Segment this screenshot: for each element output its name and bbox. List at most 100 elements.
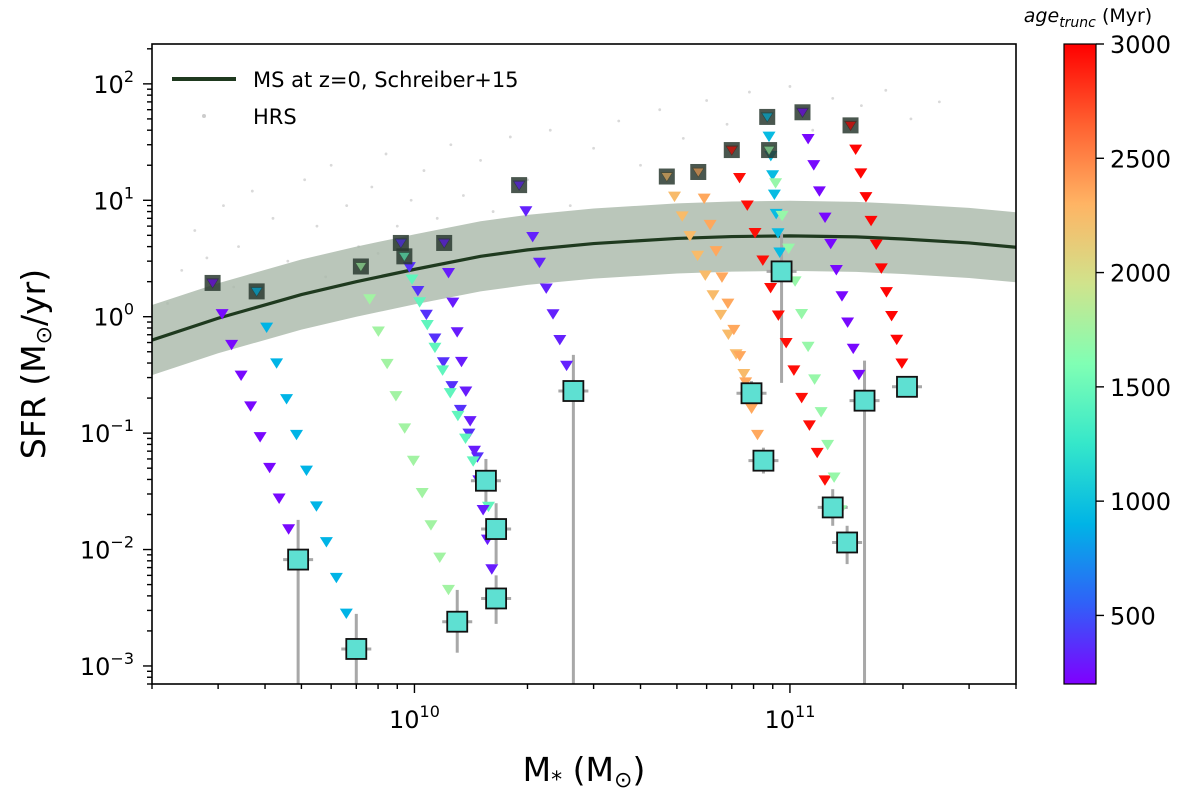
plot-area [152, 85, 1016, 684]
galaxy-marker [485, 587, 508, 610]
start-marker-arrow [399, 252, 410, 261]
track-marker [445, 381, 459, 392]
track-marker [428, 342, 442, 354]
y-tick-label: 100 [93, 300, 134, 332]
track-marker [263, 462, 277, 474]
track-marker [849, 144, 863, 155]
hrs-point [831, 97, 835, 100]
colorbar-tick-label: 2500 [1110, 145, 1171, 173]
track-marker [801, 341, 815, 353]
track-marker [740, 200, 754, 211]
colorbar-tick-label: 1000 [1110, 488, 1171, 516]
track-marker [319, 537, 333, 548]
colorbar-gradient [1063, 43, 1097, 685]
colorbar: 500 1000 1500 2000 2500 3000 agetrunc (Myr) [1024, 5, 1171, 685]
galaxy-markers [204, 104, 918, 660]
colorbar-tick-label: 500 [1110, 602, 1156, 630]
plot-frame [151, 43, 1017, 685]
track-marker [459, 386, 473, 397]
track-marker [751, 429, 765, 441]
track-marker [859, 192, 873, 203]
start-marker-arrow [514, 181, 525, 190]
start-marker-arrow [845, 121, 856, 130]
hrs-point [811, 128, 815, 132]
hrs-point [705, 99, 709, 102]
ms-line [152, 234, 1016, 342]
hrs-point [725, 122, 729, 126]
hrs-point [193, 229, 197, 232]
colorbar-ticks: 500 1000 1500 2000 2500 3000 [1096, 31, 1171, 630]
track-marker [802, 420, 816, 431]
track-marker [309, 501, 323, 512]
galaxy-marker [740, 382, 763, 405]
hrs-point [681, 137, 685, 140]
galaxy-marker [853, 389, 876, 412]
track-marker [864, 215, 878, 227]
legend-hrs-label: HRS [253, 105, 297, 129]
track-marker [709, 246, 723, 257]
hrs-point [860, 104, 863, 108]
track-marker [371, 326, 385, 337]
track-marker [814, 407, 828, 418]
track-marker [721, 329, 735, 341]
track-marker [779, 337, 793, 349]
hrs-point [422, 169, 426, 172]
track-marker [280, 394, 294, 405]
galaxy-marker [821, 496, 844, 519]
hrs-point [395, 224, 399, 228]
track-marker [854, 168, 868, 179]
track-marker [703, 219, 717, 231]
y-axis-label: SFR (M⊙/yr) [14, 269, 57, 459]
hrs-point [222, 204, 225, 208]
track-marker [764, 282, 778, 294]
hrs-point [508, 135, 512, 139]
track-marker [560, 360, 574, 372]
track-marker [485, 564, 499, 575]
track-marker [433, 552, 447, 563]
hrs-point [592, 146, 596, 150]
start-marker-arrow [661, 173, 672, 182]
track-marker [821, 439, 835, 451]
track-marker [818, 212, 832, 224]
track-marker [234, 370, 248, 382]
track-marker [668, 191, 682, 203]
x-tick-label: 1010 [389, 702, 440, 734]
track-marker [683, 231, 697, 242]
start-marker-arrow [726, 146, 737, 155]
track-marker [727, 324, 741, 336]
track-marker [454, 356, 468, 368]
track-marker [733, 173, 747, 184]
track-marker [419, 309, 433, 321]
track-marker [818, 475, 832, 486]
galaxy-marker [345, 638, 368, 660]
track-marker [424, 520, 438, 531]
track-marker [748, 227, 762, 239]
track-marker [299, 465, 313, 477]
track-marker [459, 433, 473, 444]
hrs-point [180, 268, 184, 272]
hrs-point [384, 152, 388, 156]
hrs-point [449, 143, 453, 147]
track-marker [869, 239, 883, 251]
track-marker [428, 333, 442, 344]
hrs-point [271, 216, 275, 220]
start-marker-arrow [207, 279, 218, 288]
y-tick-label: 10−1 [80, 416, 134, 448]
track-marker [767, 189, 781, 201]
track-marker [363, 294, 377, 305]
start-marker-arrow [355, 262, 366, 271]
track-marker [467, 445, 481, 457]
track-marker [691, 250, 705, 262]
start-marker-arrow [797, 108, 808, 117]
ms-band [152, 200, 1016, 376]
track-marker [808, 374, 822, 385]
track-marker [756, 255, 770, 266]
track-marker [339, 608, 353, 620]
y-tick-label: 101 [93, 183, 134, 215]
hrs-point [370, 185, 374, 189]
track-marker [244, 401, 258, 412]
track-marker [733, 351, 747, 362]
track-marker [389, 391, 403, 402]
track-marker [706, 290, 720, 301]
colorbar-tick-label: 1500 [1110, 374, 1171, 402]
